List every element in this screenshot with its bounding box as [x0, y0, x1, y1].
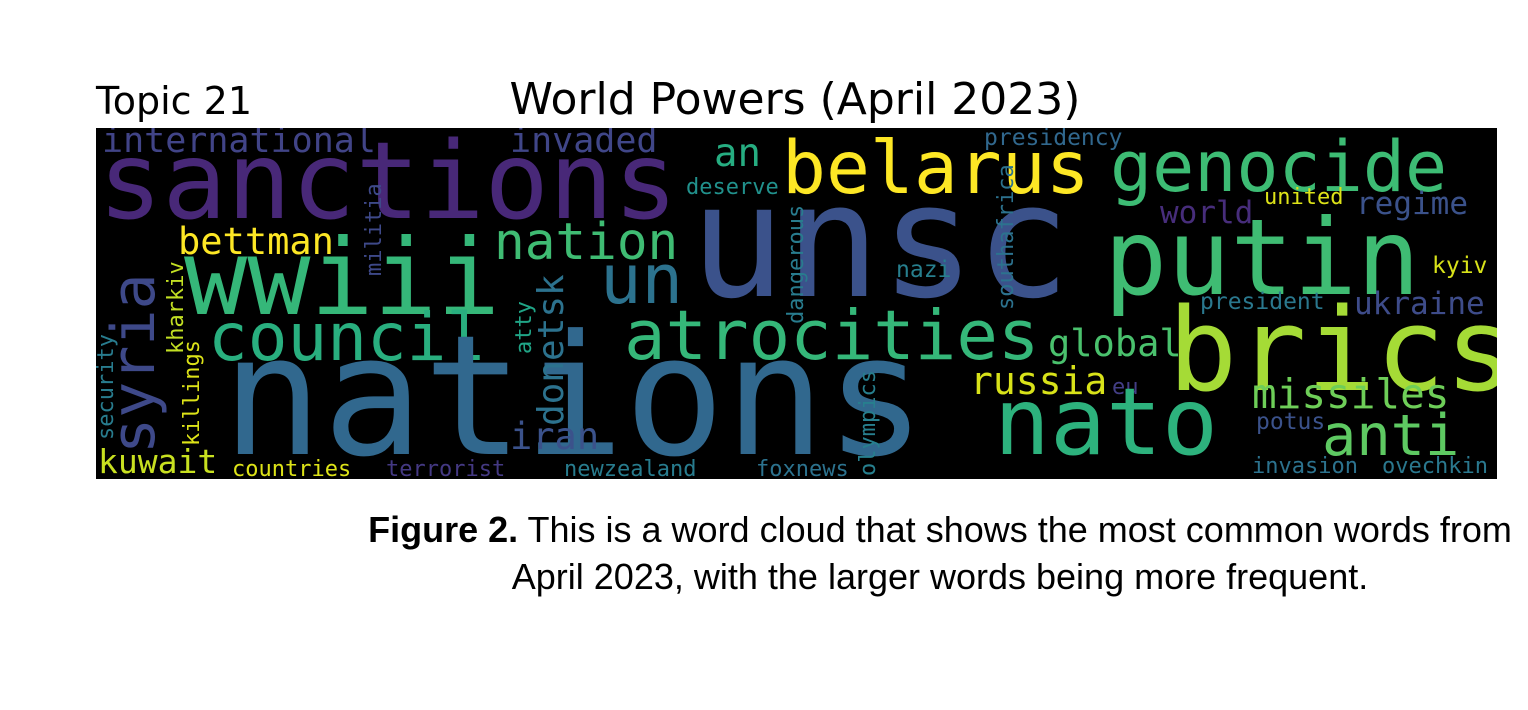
word-putin: putin [1104, 197, 1421, 319]
word-southafrica: southafrica [994, 164, 1019, 310]
word-dangerous: dangerous [784, 204, 809, 324]
word-global: global [1048, 322, 1182, 365]
word-security: security [96, 334, 119, 440]
word-nation: nation [494, 213, 679, 272]
word-kyiv: kyiv [1432, 253, 1488, 279]
word-council: council [208, 299, 487, 376]
word-nazi: nazi [896, 257, 952, 283]
word-eu: eu [1112, 375, 1139, 400]
word-genocide: genocide [1110, 128, 1448, 208]
word-ukraine: ukraine [1354, 286, 1485, 322]
word-international: international [102, 128, 376, 161]
word-kharkiv: kharkiv [164, 261, 189, 354]
word-invasion: invasion [1252, 454, 1358, 479]
word-nations: nations [222, 300, 926, 480]
word-atrocities: atrocities [624, 296, 1040, 376]
word-terrorist: terrorist [386, 457, 506, 480]
word-unsc: unsc [690, 150, 1071, 334]
word-cloud: international invaded presidency sanctio… [96, 128, 1497, 479]
topic-label: Topic 21 [96, 79, 253, 123]
word-sanctions: sanctions [98, 128, 678, 244]
word-brics: brics [1168, 284, 1497, 418]
word-olympics: olympics [856, 370, 881, 476]
word-bettman: bettman [178, 220, 334, 263]
word-un: un [600, 240, 684, 320]
word-belarus: belarus [782, 128, 1090, 211]
word-missiles: missiles [1252, 370, 1450, 418]
word-an: an [714, 131, 761, 176]
word-militia: militia [362, 183, 387, 276]
word-iran: iran [510, 415, 600, 458]
word-killings: killings [180, 340, 205, 446]
word-anti: anti [1322, 403, 1460, 469]
cloud-title: World Powers (April 2023) [509, 74, 1081, 125]
word-ovechkin: ovechkin [1382, 454, 1488, 479]
word-countries: countries [232, 457, 352, 480]
word-newzealand: newzealand [564, 457, 697, 480]
caption-text: This is a word cloud that shows the most… [511, 509, 1512, 597]
word-president: president [1200, 289, 1325, 315]
word-regime: regime [1356, 186, 1468, 222]
word-foxnews: foxnews [756, 457, 849, 480]
word-kuwait: kuwait [98, 442, 218, 479]
word-united: united [1264, 185, 1344, 210]
word-deserve: deserve [686, 175, 779, 200]
word-nato: nato [994, 368, 1218, 476]
word-donetsk: donetsk [531, 274, 572, 426]
word-wwiii: wwiii [184, 217, 501, 339]
word-presidency: presidency [984, 128, 1123, 151]
word-world: world [1160, 195, 1254, 231]
word-russia: russia [970, 359, 1108, 403]
word-potus: potus [1256, 409, 1326, 435]
figure-caption: Figure 2. This is a word cloud that show… [366, 506, 1514, 600]
caption-label: Figure 2. [368, 509, 519, 550]
word-invaded: invaded [510, 128, 658, 161]
